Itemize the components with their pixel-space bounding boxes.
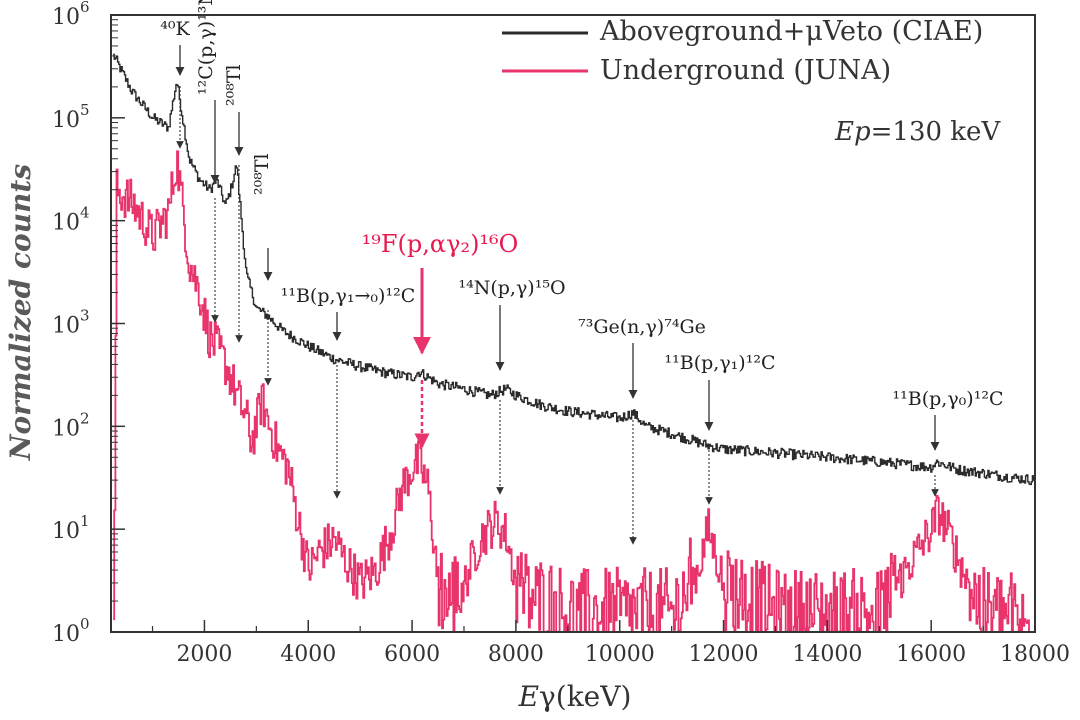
ep-label: Ep=130 keV <box>834 117 1001 147</box>
y-tick-label: 105 <box>52 101 90 133</box>
y-axis-label: Normalized counts <box>4 164 37 461</box>
annotation-label: ¹¹B(p,γ₀)¹²C <box>893 388 1004 410</box>
legend-label-underground: Underground (JUNA) <box>600 55 891 86</box>
x-tick-label: 6000 <box>384 642 440 667</box>
annotation-f19: ¹⁹F(p,αγ₂)¹⁶O <box>362 230 519 449</box>
y-tick-label: 100 <box>52 615 90 647</box>
annotation-b11c12b: ¹¹B(p,γ₁)¹²C <box>665 352 776 505</box>
x-tick-label: 12000 <box>689 642 759 667</box>
series-aboveground <box>113 53 1035 486</box>
annotation-label: ⁴⁰K <box>160 18 190 40</box>
x-tick-label: 8000 <box>488 642 544 667</box>
legend-label-aboveground: Aboveground+μVeto (CIAE) <box>599 16 983 47</box>
x-tick-label: 2000 <box>176 642 232 667</box>
annotation-label: ¹⁴N(p,γ)¹⁵O <box>458 277 565 299</box>
y-tick-label: 102 <box>52 409 90 441</box>
annotation-label: ²⁰⁸Tl <box>251 153 273 195</box>
x-tick-label: 18000 <box>1000 642 1070 667</box>
annotation-label: ¹⁹F(p,αγ₂)¹⁶O <box>362 230 519 258</box>
annotation-layer: ⁴⁰K ¹²C(p,γ)¹³N ²⁰⁸Tl ²⁰⁸Tl ¹¹B(p,γ₁→₀)¹²C ¹⁹… <box>160 0 1004 545</box>
y-tick-label: 101 <box>52 512 90 544</box>
annotation-b11c12a: ¹¹B(p,γ₁→₀)¹²C <box>281 285 416 499</box>
series-underground <box>113 150 1035 632</box>
annotation-n14: ¹⁴N(p,γ)¹⁵O <box>458 277 566 495</box>
annotation-label: ¹¹B(p,γ₁→₀)¹²C <box>281 285 416 307</box>
legend: Aboveground+μVeto (CIAE) Underground (JU… <box>502 16 983 86</box>
annotation-tl208b: ²⁰⁸Tl <box>251 153 273 386</box>
annotation-label: ¹²C(p,γ)¹³N <box>195 0 217 95</box>
annotation-tl208a: ²⁰⁸Tl <box>223 64 245 343</box>
x-tick-label: 4000 <box>280 642 336 667</box>
y-tick-label: 104 <box>52 204 90 236</box>
annotation-c13: ¹²C(p,γ)¹³N <box>195 0 220 323</box>
series-layer <box>113 53 1035 632</box>
y-tick-label: 103 <box>52 307 90 339</box>
annotation-label: ⁷³Ge(n,γ)⁷⁴Ge <box>578 316 706 338</box>
plot-frame <box>110 14 1036 633</box>
annotation-label: ¹¹B(p,γ₁)¹²C <box>665 352 776 374</box>
annotation-k40: ⁴⁰K <box>160 18 191 149</box>
x-tick-label: 14000 <box>792 642 862 667</box>
y-tick-label: 106 <box>52 0 90 30</box>
annotation-b11c12c: ¹¹B(p,γ₀)¹²C <box>893 388 1004 497</box>
annotation-ge73: ⁷³Ge(n,γ)⁷⁴Ge <box>578 316 706 545</box>
annotation-label: ²⁰⁸Tl <box>223 64 245 106</box>
x-tick-label: 10000 <box>585 642 655 667</box>
axis-layer: 2000 4000 6000 8000 10000 12000 14000 16000 1800… <box>52 0 1070 667</box>
x-tick-label: 16000 <box>896 642 966 667</box>
x-axis-label: Eγ(keV) <box>518 680 632 713</box>
